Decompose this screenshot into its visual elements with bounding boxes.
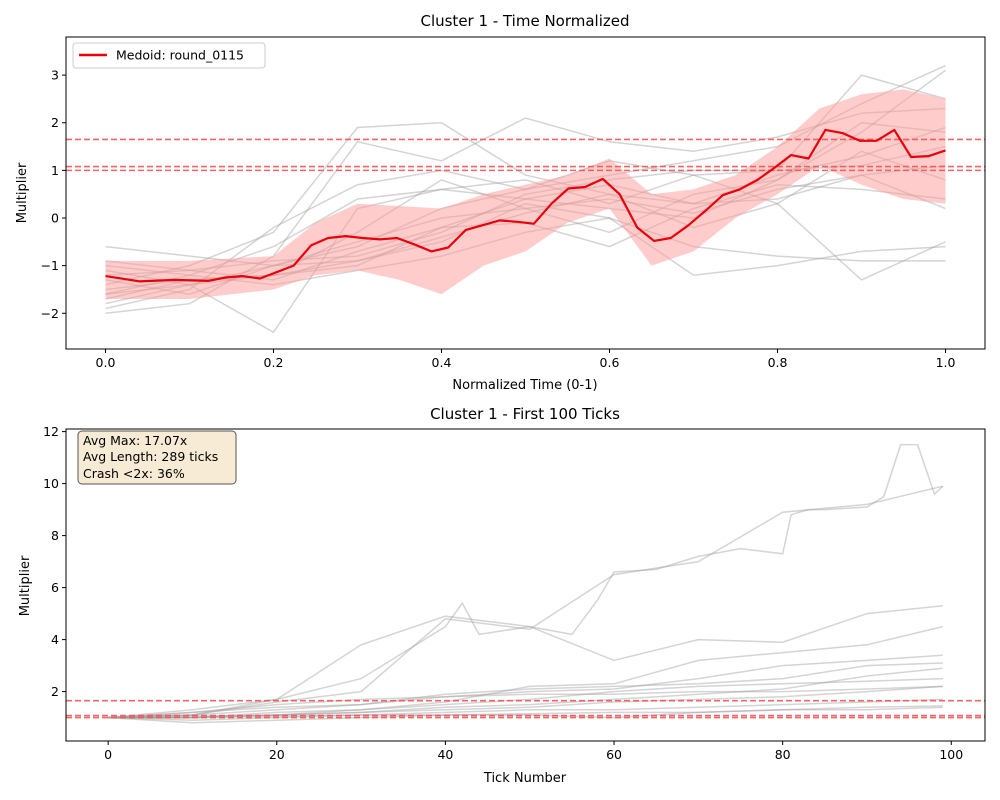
stats-crash: Crash <2x: 36% [83,466,185,481]
chart2-round-line [108,654,943,719]
chart2-title: Cluster 1 - First 100 Ticks [430,405,620,423]
chart1-title: Cluster 1 - Time Normalized [420,12,629,30]
chart2-ytick-label: 10 [43,476,59,491]
chart1-ytick-label: 1 [51,163,59,178]
chart1-xtick-label: 0.4 [432,355,452,370]
chart1-axes-frame [65,36,986,350]
chart1-xtick-label: 0.8 [768,355,788,370]
stats-avg-max: Avg Max: 17.07x [83,433,187,448]
chart-first-100-ticks: Cluster 1 - First 100 Ticks 0 20 40 60 80 100… [18,405,986,786]
chart2-round-line [108,677,943,719]
chart2-xtick-label: 20 [269,747,285,762]
chart1-medoid-band [105,89,946,300]
chart2-round-line [108,443,944,719]
chart2-round-line [108,662,943,719]
chart2-round-line [108,705,943,719]
chart2-ytick-label: 2 [51,684,59,699]
chart1-xtick-label: 0.0 [96,355,116,370]
chart2-round-line [108,685,943,719]
chart1-ylabel: Multiplier [15,162,30,223]
chart2-xtick-label: 100 [939,747,963,762]
legend-box [72,42,266,69]
chart2-ylabel: Multiplier [18,555,33,616]
chart2-xtick-label: 0 [104,747,112,762]
stats-box: Avg Max: 17.07x Avg Length: 289 ticks Cr… [77,430,237,485]
chart1-ytick-label: 2 [51,115,59,130]
chart2-ytick-label: 12 [43,424,59,439]
chart1-legend: Medoid: round_0115 [72,42,266,69]
chart1-xtick-label: 0.6 [600,355,620,370]
chart2-round-line [108,605,943,719]
chart1-round-line [105,121,946,286]
legend-medoid-label: Medoid: round_0115 [116,48,244,63]
stats-avg-length: Avg Length: 289 ticks [83,449,218,464]
chart1-ytick-label: −1 [41,258,59,273]
chart2-xlabel: Tick Number [483,771,567,786]
chart-time-normalized: Cluster 1 - Time Normalized 0.0 0.2 0.4 0.6… [15,12,986,393]
chart1-ticks: 0.0 0.2 0.4 0.6 0.8 1.0 −2 −1 0 1 2 3 [41,68,956,370]
chart2-xtick-label: 60 [606,747,622,762]
chart2-axes-frame [65,428,986,742]
chart2-ytick-label: 4 [51,632,59,647]
chart1-ytick-label: 3 [51,68,59,83]
chart1-xlabel: Normalized Time (0-1) [452,378,597,393]
chart2-ticks: 0 20 40 60 80 100 2 4 6 8 10 12 [43,424,963,762]
stats-box-bg [77,430,237,485]
chart2-plot-area [66,443,985,724]
chart1-xtick-label: 0.2 [264,355,284,370]
chart1-medoid-line [105,128,946,283]
chart2-xtick-label: 80 [775,747,791,762]
chart1-ytick-label: 0 [51,211,59,226]
chart1-plot-area [66,64,985,334]
chart1-xtick-label: 1.0 [936,355,956,370]
chart2-xtick-label: 40 [437,747,453,762]
chart1-ytick-label: −2 [41,306,59,321]
chart2-round-line [108,698,943,721]
chart2-ytick-label: 8 [51,528,59,543]
chart2-round-line [108,485,943,719]
chart2-ytick-label: 6 [51,580,59,595]
